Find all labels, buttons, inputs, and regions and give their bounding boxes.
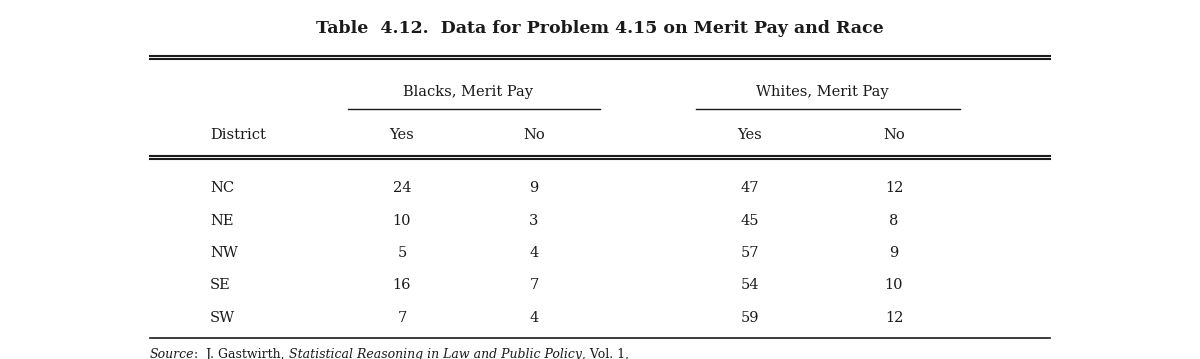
Text: 24: 24 — [392, 182, 412, 195]
Text: 57: 57 — [740, 246, 760, 260]
Text: 16: 16 — [392, 279, 412, 292]
Text: Table  4.12.  Data for Problem 4.15 on Merit Pay and Race: Table 4.12. Data for Problem 4.15 on Mer… — [316, 20, 884, 37]
Text: SE: SE — [210, 279, 230, 292]
Text: No: No — [883, 128, 905, 141]
Text: 4: 4 — [529, 311, 539, 325]
Text: 3: 3 — [529, 214, 539, 228]
Text: 9: 9 — [529, 182, 539, 195]
Text: 59: 59 — [740, 311, 760, 325]
Text: 9: 9 — [889, 246, 899, 260]
Text: 12: 12 — [884, 182, 904, 195]
Text: 12: 12 — [884, 311, 904, 325]
Text: NE: NE — [210, 214, 234, 228]
Text: 5: 5 — [397, 246, 407, 260]
Text: 4: 4 — [529, 246, 539, 260]
Text: Statistical Reasoning in Law and Public Policy: Statistical Reasoning in Law and Public … — [289, 348, 582, 359]
Text: Yes: Yes — [390, 128, 414, 141]
Text: Blacks, Merit Pay: Blacks, Merit Pay — [403, 85, 533, 98]
Text: 10: 10 — [392, 214, 412, 228]
Text: 7: 7 — [397, 311, 407, 325]
Text: , Vol. 1,: , Vol. 1, — [582, 348, 629, 359]
Text: NC: NC — [210, 182, 234, 195]
Text: 7: 7 — [529, 279, 539, 292]
Text: Yes: Yes — [738, 128, 762, 141]
Text: 8: 8 — [889, 214, 899, 228]
Text: District: District — [210, 128, 266, 141]
Text: 54: 54 — [740, 279, 760, 292]
Text: No: No — [523, 128, 545, 141]
Text: Source: Source — [150, 348, 194, 359]
Text: Whites, Merit Pay: Whites, Merit Pay — [756, 85, 888, 98]
Text: 10: 10 — [884, 279, 904, 292]
Text: NW: NW — [210, 246, 238, 260]
Text: 45: 45 — [740, 214, 760, 228]
Text: 47: 47 — [740, 182, 760, 195]
Text: SW: SW — [210, 311, 235, 325]
Text: :  J. Gastwirth,: : J. Gastwirth, — [194, 348, 289, 359]
